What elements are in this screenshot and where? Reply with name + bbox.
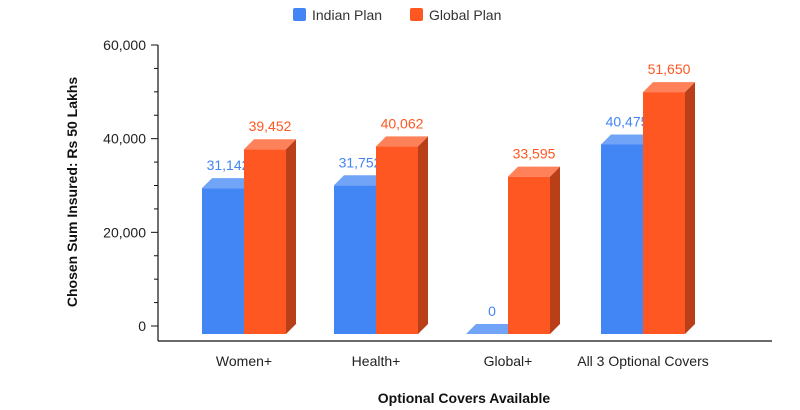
legend-swatch: [293, 8, 306, 21]
y-axis: 0 20,000 40,000 60,000: [103, 37, 159, 341]
bar-top: [376, 136, 428, 147]
legend-label: Global Plan: [429, 7, 501, 23]
bar-front: [334, 185, 376, 334]
data-label: 33,595: [513, 146, 556, 162]
legend-item-2: Global Plan: [410, 7, 501, 23]
bar-front: [244, 149, 286, 334]
x-axis: Women+ Health+ Global+ All 3 Optional Cover…: [158, 340, 772, 369]
y-tick-label: 20,000: [103, 224, 146, 240]
bar-front: [643, 92, 685, 334]
data-label: 0: [488, 303, 496, 319]
data-label: 39,452: [249, 118, 292, 134]
bar-top: [334, 175, 386, 186]
y-tick-label: 40,000: [103, 131, 146, 147]
bar-side: [685, 82, 695, 334]
bar-top: [601, 134, 653, 145]
y-axis-title: Chosen Sum Insured: Rs 50 Lakhs: [64, 77, 80, 307]
bar-global-2: 40,062: [376, 115, 428, 334]
x-tick-label: Health+: [352, 353, 401, 369]
legend-label: Indian Plan: [312, 7, 382, 23]
legend: Indian Plan Global Plan: [293, 7, 501, 23]
bar-top: [244, 139, 296, 150]
bar-indian-3: 0: [466, 303, 518, 334]
x-axis-title: Optional Covers Available: [378, 390, 551, 406]
data-label: 51,650: [648, 61, 691, 77]
bar-top: [508, 166, 560, 177]
data-label: 31,142: [207, 157, 250, 173]
data-label: 31,752: [339, 154, 382, 170]
bar-top: [643, 82, 695, 93]
bar-front: [508, 176, 550, 334]
bars: 31,142 39,452 31,752 40,062 0 33,595 40,475 51,…: [202, 61, 695, 334]
bar-top: [466, 324, 518, 334]
legend-swatch: [410, 8, 423, 21]
bar-global-1: 39,452: [244, 118, 296, 334]
bar-global-3: 33,595: [508, 146, 560, 334]
bar-front: [202, 188, 244, 334]
bar-side: [418, 136, 428, 334]
y-tick-label: 60,000: [103, 37, 146, 53]
bar-top: [202, 178, 254, 189]
data-label: 40,062: [381, 115, 424, 131]
bar-front: [376, 146, 418, 334]
x-tick-label: Global+: [484, 353, 533, 369]
bar-side: [550, 166, 560, 334]
legend-item-1: Indian Plan: [293, 7, 382, 23]
bar-global-4: 51,650: [643, 61, 695, 334]
y-tick-label: 0: [138, 318, 146, 334]
data-label: 40,475: [606, 113, 649, 129]
x-tick-label: All 3 Optional Covers: [577, 353, 709, 369]
bar-front: [601, 144, 643, 334]
bar-side: [286, 139, 296, 334]
x-tick-label: Women+: [216, 353, 272, 369]
